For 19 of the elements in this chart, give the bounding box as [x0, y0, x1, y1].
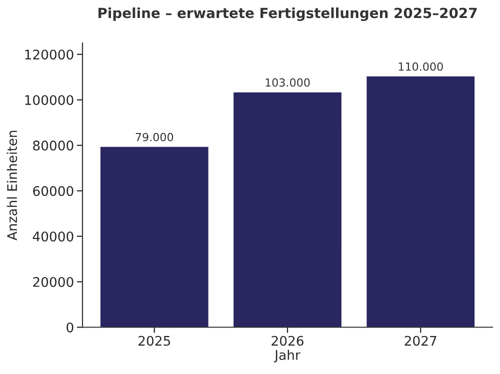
y-tick-label: 100000: [25, 95, 74, 106]
bar: [366, 76, 475, 328]
bar: [100, 146, 208, 328]
x-tick-label: 2025: [138, 336, 170, 346]
data-label: 103.000: [266, 78, 310, 87]
y-tick-label: 120000: [25, 50, 74, 60]
bar: [234, 92, 342, 328]
data-label: 110.000: [398, 62, 443, 71]
y-tick-label: 0: [66, 322, 74, 332]
x-tick-label: 2026: [272, 336, 304, 346]
y-tick-label: 60000: [33, 186, 74, 196]
data-label: 79.000: [136, 132, 174, 142]
chart-title: Pipeline – erwartete Fertigstellungen 2025–2027: [98, 7, 477, 22]
y-tick-label: 80000: [33, 140, 74, 151]
x-tick-label: 2027: [404, 336, 436, 346]
y-tick-label: 40000: [32, 232, 74, 242]
y-axis-title: Anzahl Einheiten: [6, 130, 18, 240]
x-axis-title: Jahr: [274, 350, 300, 362]
y-tick-label: 20000: [33, 276, 74, 287]
